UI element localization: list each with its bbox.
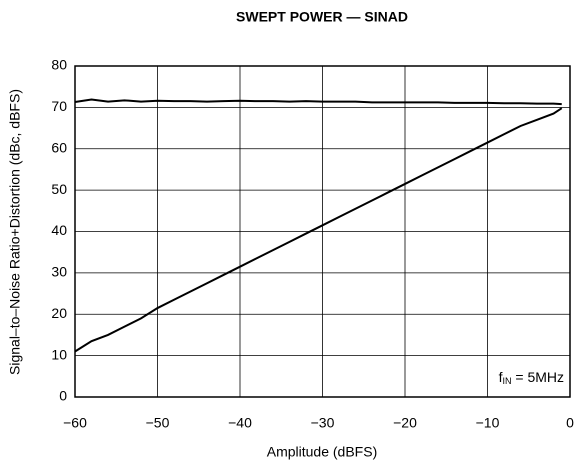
y-tick-label: 60 [51,139,67,155]
annotation-box [504,364,568,394]
annotation-part: f [499,369,503,385]
x-axis-label: Amplitude (dBFS) [267,444,377,460]
y-tick-label: 20 [51,305,67,321]
y-tick-label: 0 [59,388,67,404]
x-tick-label: −60 [63,415,87,431]
y-tick-label: 50 [51,181,67,197]
y-tick-label: 10 [51,346,67,362]
x-tick-label: 0 [566,415,574,431]
data-line [74,98,562,106]
y-tick-label: 80 [51,57,67,73]
y-axis-label: Signal–to–Noise Ratio+Distortion (dBc, d… [7,89,23,375]
annotation-part: = 5MHz [511,369,564,385]
annotation-subscript: IN [502,376,511,386]
x-tick-label: −30 [311,415,335,431]
x-tick-label: −10 [476,415,500,431]
y-tick-label: 40 [51,222,67,238]
y-tick-label: 30 [51,264,67,280]
x-tick-label: −50 [146,415,170,431]
plot-frame [74,65,571,398]
y-tick-label: 70 [51,98,67,114]
x-tick-label: −40 [228,415,252,431]
data-line [74,107,563,353]
chart-title: SWEPT POWER — SINAD [236,9,408,25]
annotation: fIN = 5MHz [499,369,564,387]
x-tick-label: −20 [393,415,417,431]
